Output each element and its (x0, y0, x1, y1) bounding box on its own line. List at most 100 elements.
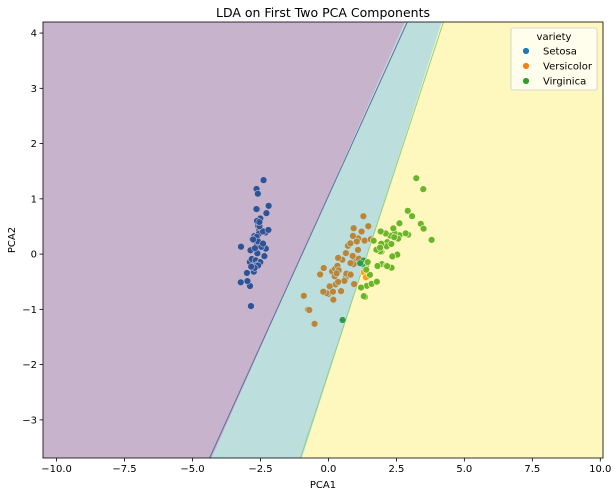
point-setosa (252, 205, 261, 213)
point-setosa (251, 244, 259, 252)
point-versicolor (359, 212, 368, 220)
point-versicolor (349, 224, 358, 232)
legend-label-setosa: Setosa (543, 47, 577, 58)
point-setosa (237, 243, 245, 251)
point-versicolor (329, 288, 337, 296)
x-tick-label: 2.5 (388, 464, 404, 475)
point-virginica (362, 266, 370, 274)
point-virginica (388, 252, 397, 261)
point-virginica (419, 185, 427, 193)
point-virginica (373, 262, 382, 270)
point-versicolor (319, 287, 327, 296)
point-versicolor (320, 264, 328, 272)
x-tick-label: 5.0 (456, 464, 472, 475)
point-virginica (395, 219, 404, 227)
point-versicolor (300, 292, 308, 300)
region-virginica (302, 22, 603, 458)
legend: variety Setosa Versicolor Virginica (510, 27, 598, 91)
legend-box (510, 27, 598, 91)
point-virginica (419, 224, 428, 233)
x-tick-label: −2.5 (248, 464, 272, 475)
y-tick-label: −2 (22, 360, 37, 371)
x-axis-label: PCA1 (310, 480, 336, 491)
point-versicolor (342, 249, 350, 257)
point-versicolor (350, 280, 358, 288)
y-tick-label: 0 (31, 250, 37, 261)
point-virginica (401, 229, 410, 238)
point-virginica (363, 258, 372, 266)
point-virginica (390, 233, 398, 241)
point-versicolor (329, 295, 338, 304)
point-setosa (243, 277, 252, 285)
point-versicolor (334, 278, 342, 286)
point-versicolor (325, 282, 334, 291)
x-tick-label: 10.0 (589, 464, 611, 475)
y-tick-label: 4 (31, 29, 37, 40)
region-versicolor (211, 22, 442, 458)
region-setosa (43, 22, 406, 458)
point-virginica (373, 278, 381, 286)
point-setosa (262, 209, 271, 217)
plot-frame (42, 21, 604, 459)
point-versicolor (357, 227, 366, 236)
point-setosa (264, 226, 273, 234)
chart-title: LDA on First Two PCA Components (216, 5, 430, 20)
legend-marker-virginica (522, 77, 530, 85)
point-versicolor (340, 277, 349, 285)
legend-label-versicolor: Versicolor (543, 62, 593, 73)
legend-marker-versicolor (522, 62, 530, 70)
point-versicolor (334, 254, 342, 262)
point-virginica (376, 243, 384, 252)
point-virginica (369, 237, 378, 245)
point-virginica (387, 240, 396, 248)
y-tick-label: 3 (31, 84, 37, 95)
point-versicolor (316, 270, 324, 279)
y-tick-label: −3 (22, 415, 37, 426)
point-versicolor (346, 259, 355, 267)
legend-label-virginica: Virginica (543, 77, 586, 88)
point-setosa (247, 302, 255, 310)
y-axis: −3 −2 −1 0 1 2 3 4 (22, 29, 43, 426)
point-setosa (259, 176, 268, 184)
y-tick-label: 2 (31, 139, 37, 150)
point-versicolor (332, 269, 341, 278)
point-virginica (383, 262, 391, 270)
legend-marker-setosa (522, 47, 530, 55)
point-versicolor (360, 236, 369, 245)
x-tick-label: −10.0 (41, 464, 72, 475)
point-virginica (356, 259, 364, 267)
point-versicolor (305, 306, 313, 314)
point-virginica (357, 283, 365, 292)
point-setosa (249, 235, 257, 244)
x-tick-label: 7.5 (524, 464, 540, 475)
point-virginica (366, 271, 374, 279)
decision-regions (43, 22, 603, 458)
point-setosa (237, 278, 245, 287)
point-versicolor (348, 252, 357, 260)
legend-title: variety (537, 32, 572, 43)
y-tick-label: 1 (31, 194, 37, 205)
point-setosa (264, 202, 273, 210)
point-virginica (427, 236, 436, 244)
data-points (237, 174, 436, 328)
point-virginica (389, 224, 398, 233)
point-versicolor (310, 320, 319, 328)
point-setosa (247, 262, 255, 271)
point-setosa (259, 239, 267, 248)
point-setosa (260, 252, 269, 260)
point-versicolor (354, 246, 362, 254)
point-virginica (360, 292, 368, 300)
x-tick-label: −7.5 (112, 464, 136, 475)
point-setosa (254, 189, 262, 198)
point-virginica (404, 207, 412, 215)
point-virginica (408, 212, 416, 220)
point-virginica (338, 316, 347, 324)
point-virginica (412, 174, 420, 182)
point-versicolor (337, 287, 345, 295)
point-setosa (243, 269, 251, 277)
x-tick-label: 0.0 (320, 464, 336, 475)
y-axis-label: PCA2 (7, 227, 18, 253)
boundary-line (209, 22, 408, 458)
y-tick-label: −1 (22, 305, 37, 316)
